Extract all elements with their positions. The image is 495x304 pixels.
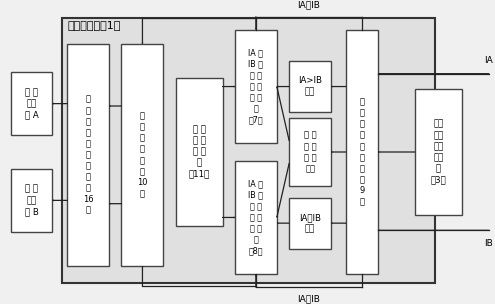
Bar: [289, 118, 331, 186]
Text: 强 电
控制
器 A: 强 电 控制 器 A: [25, 88, 39, 119]
Text: IA＜IB
向量: IA＜IB 向量: [299, 213, 321, 233]
Bar: [235, 161, 277, 275]
Text: IA、IB: IA、IB: [297, 294, 320, 303]
Bar: [289, 61, 331, 112]
Bar: [121, 44, 163, 266]
Text: 数
据
分
配
器
（
10
）: 数 据 分 配 器 （ 10 ）: [137, 112, 148, 198]
Bar: [176, 78, 223, 226]
Text: 数
据
标
准
化
转
换
器
（
16
）: 数 据 标 准 化 转 换 器 （ 16 ）: [83, 95, 94, 215]
Text: 差分控制器（1）: 差分控制器（1）: [67, 20, 121, 30]
Bar: [10, 72, 52, 135]
Bar: [346, 29, 378, 275]
Bar: [67, 44, 109, 266]
Text: 含 档
位 的
数 字
信号: 含 档 位 的 数 字 信号: [304, 131, 316, 173]
Text: IA、IB: IA、IB: [297, 1, 320, 10]
Text: IB: IB: [485, 239, 493, 248]
Bar: [415, 89, 462, 215]
Text: 模 型
图 数
储 存
器
（11）: 模 型 图 数 储 存 器 （11）: [189, 125, 210, 179]
Text: IA ＜
IB 差
模 型
数 据
处 理
器
（8）: IA ＜ IB 差 模 型 数 据 处 理 器 （8）: [248, 180, 263, 255]
Bar: [62, 18, 435, 283]
Text: 电
流
数
值
比
较
器
（
9
）: 电 流 数 值 比 较 器 （ 9 ）: [359, 98, 364, 206]
Bar: [10, 169, 52, 232]
Text: IA>IB
向量: IA>IB 向量: [298, 77, 322, 97]
Text: 档位
信号
手动
控制
器
（3）: 档位 信号 手动 控制 器 （3）: [431, 120, 446, 184]
Text: IA: IA: [485, 56, 493, 65]
Bar: [289, 198, 331, 249]
Text: 强 电
控制
器 B: 强 电 控制 器 B: [25, 185, 39, 216]
Text: IA ＞
IB 差
模 型
数 据
处 理
器
（7）: IA ＞ IB 差 模 型 数 据 处 理 器 （7）: [248, 49, 263, 124]
Bar: [235, 29, 277, 143]
